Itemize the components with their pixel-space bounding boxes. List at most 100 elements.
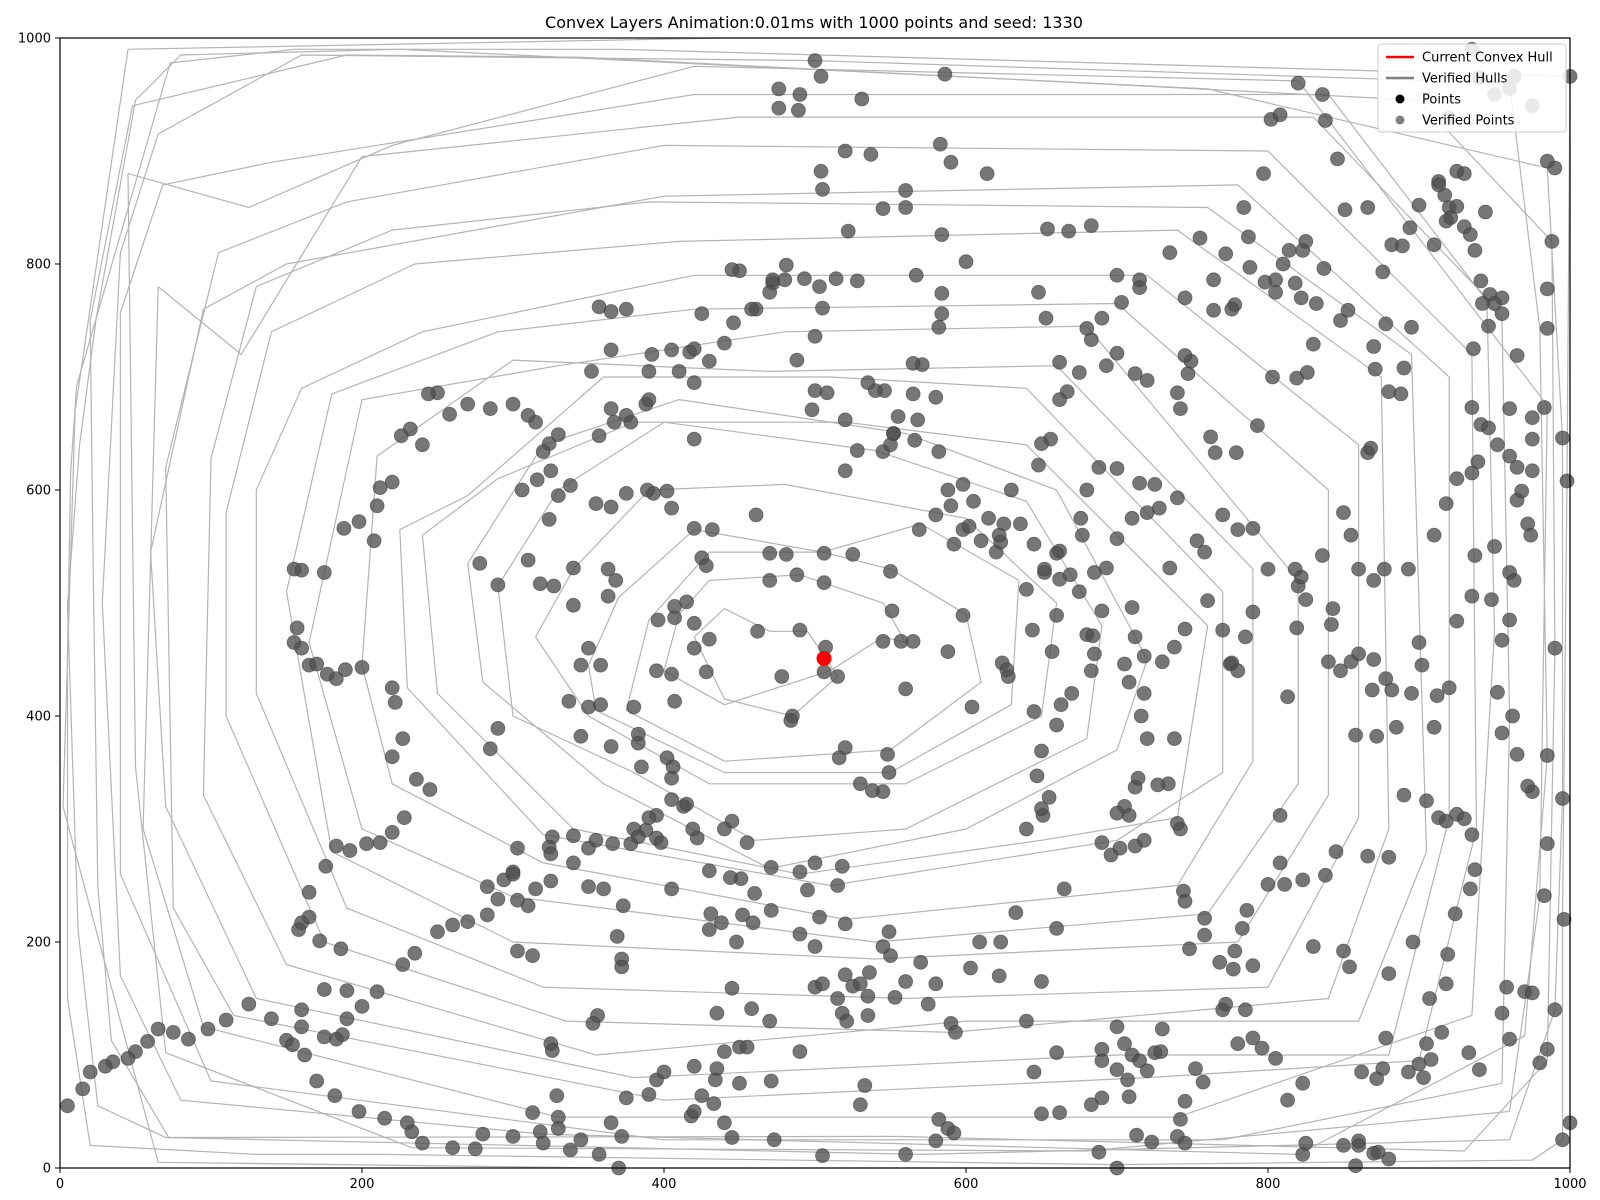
verified-point — [396, 810, 412, 826]
verified-point — [813, 163, 829, 179]
verified-point — [1139, 731, 1155, 746]
verified-point — [1275, 256, 1291, 272]
verified-point — [1230, 522, 1246, 537]
verified-point — [618, 485, 634, 501]
verified-point — [520, 407, 536, 423]
verified-point — [546, 578, 562, 594]
verified-point — [550, 488, 566, 504]
verified-point — [445, 917, 461, 933]
verified-point — [828, 271, 844, 287]
verified-point — [910, 412, 926, 428]
verified-point — [339, 983, 355, 998]
verified-point — [1173, 401, 1188, 417]
verified-point — [1434, 1025, 1450, 1040]
verified-point — [686, 521, 702, 536]
verified-point — [563, 478, 578, 493]
x-tick-label: 0 — [56, 1177, 64, 1192]
verified-point — [1464, 400, 1480, 415]
verified-point — [717, 1044, 732, 1059]
verified-point — [1315, 87, 1330, 102]
verified-point — [1547, 1002, 1563, 1018]
verified-point — [1132, 475, 1147, 491]
verified-point — [1121, 674, 1137, 690]
verified-point — [1422, 991, 1437, 1006]
y-tick-label: 800 — [26, 258, 51, 273]
verified-point — [849, 443, 865, 458]
legend-label: Verified Points — [1422, 114, 1515, 129]
verified-point — [664, 666, 679, 682]
verified-point — [1049, 1045, 1064, 1061]
verified-point — [1375, 264, 1391, 280]
verified-point — [686, 1104, 702, 1119]
verified-point — [1034, 743, 1049, 759]
verified-hull-17 — [421, 421, 1209, 875]
verified-point — [852, 976, 868, 992]
verified-point — [1170, 816, 1185, 831]
verified-point — [1268, 1051, 1283, 1066]
verified-point — [1133, 708, 1149, 724]
verified-point — [1330, 151, 1345, 167]
verified-point — [991, 527, 1007, 543]
verified-point — [1462, 227, 1478, 243]
verified-hull-10 — [202, 201, 1428, 1056]
verified-point — [1404, 686, 1419, 701]
verified-point — [1396, 787, 1412, 803]
verified-point — [366, 533, 382, 549]
verified-point — [1414, 657, 1430, 673]
verified-point — [1079, 482, 1095, 498]
legend-label: Current Convex Hull — [1422, 51, 1553, 66]
verified-point — [623, 836, 639, 852]
verified-point — [490, 577, 506, 593]
verified-point — [911, 522, 927, 537]
verified-point — [1224, 301, 1240, 317]
verified-point — [701, 353, 717, 369]
verified-point — [1117, 656, 1132, 672]
verified-point — [1315, 548, 1330, 563]
verified-point — [1502, 1031, 1517, 1047]
verified-point — [1461, 1045, 1477, 1061]
verified-point — [723, 870, 738, 885]
verified-point — [316, 982, 332, 997]
verified-point — [664, 792, 679, 807]
verified-point — [1132, 280, 1147, 296]
verified-point — [1405, 934, 1421, 950]
verified-point — [1234, 921, 1250, 936]
verified-point — [479, 907, 495, 923]
verified-point — [566, 597, 581, 613]
verified-point — [1091, 1144, 1107, 1160]
verified-point — [1467, 242, 1483, 258]
verified-point — [529, 472, 545, 488]
verified-point — [649, 663, 664, 679]
verified-point — [351, 1104, 367, 1119]
verified-point — [1426, 527, 1442, 543]
verified-point — [1167, 731, 1182, 746]
verified-point — [726, 315, 741, 331]
verified-point — [1318, 113, 1333, 128]
verified-point — [297, 1047, 313, 1063]
chart-title: Convex Layers Animation:0.01ms with 1000… — [545, 13, 1083, 32]
verified-point — [603, 499, 619, 515]
verified-point — [880, 747, 895, 762]
verified-point — [339, 1011, 355, 1027]
verified-point — [581, 879, 596, 894]
verified-point — [309, 1073, 325, 1089]
verified-point — [1280, 1092, 1295, 1108]
legend: Current Convex Hull Verified Hulls Points V… — [1377, 43, 1567, 133]
verified-point — [1539, 281, 1555, 297]
verified-point — [1321, 654, 1336, 670]
verified-point — [1227, 943, 1243, 959]
verified-point — [1419, 1036, 1434, 1052]
verified-point — [1117, 1036, 1132, 1052]
verified-point — [490, 891, 506, 907]
verified-point — [886, 426, 901, 441]
verified-point — [1260, 561, 1276, 577]
verified-point — [1494, 725, 1510, 741]
verified-point — [1467, 862, 1483, 878]
verified-point — [1239, 903, 1255, 918]
verified-point — [1348, 1158, 1363, 1174]
verified-point — [1381, 966, 1397, 981]
verified-point — [1195, 1074, 1211, 1090]
verified-point — [1230, 663, 1246, 679]
verified-hull-23 — [663, 574, 907, 706]
verified-point — [1429, 688, 1445, 704]
